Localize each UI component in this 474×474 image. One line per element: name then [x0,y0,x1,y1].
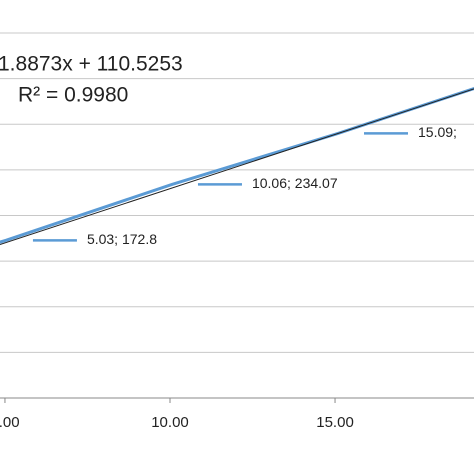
data-label: 15.09; [418,124,457,140]
data-label: 10.06; 234.07 [252,175,338,191]
x-tick-label: 10.00 [151,414,189,431]
trendline [0,88,474,246]
trend-equation: 1.8873x + 110.5253 [0,53,183,76]
x-tick-label: 5.00 [0,414,20,431]
data-label: 5.03; 172.8 [87,231,157,247]
r-squared: R² = 0.9980 [18,84,128,107]
x-tick-label: 15.00 [316,414,354,431]
